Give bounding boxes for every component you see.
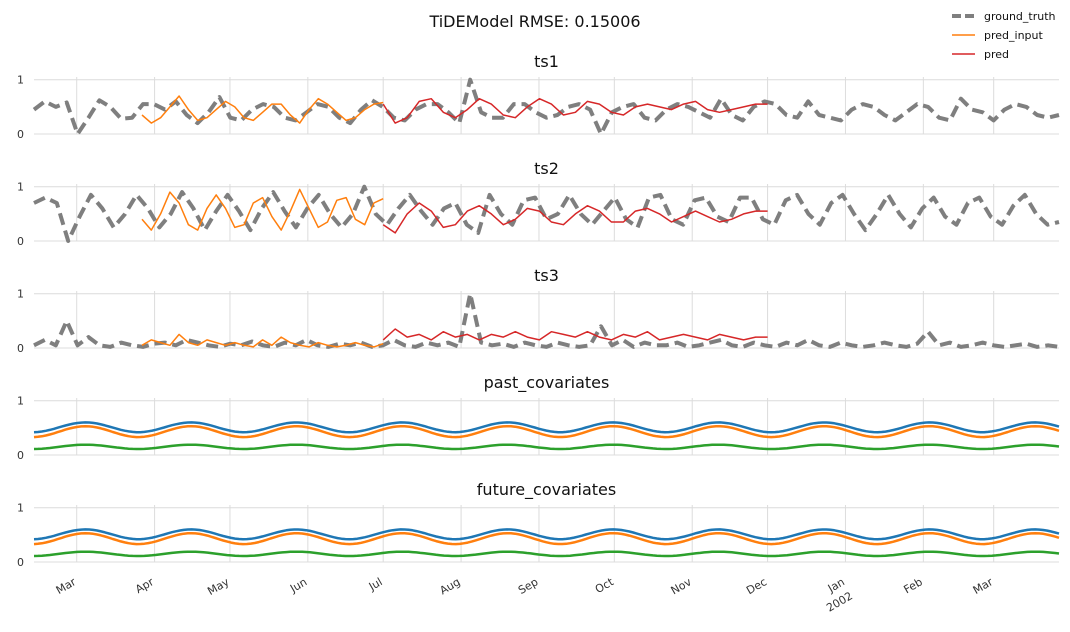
y-tick-label: 1 — [17, 502, 24, 515]
y-tick-label: 0 — [17, 342, 24, 355]
legend-entry-ground-truth: ground_truth — [952, 10, 1056, 23]
x-tick-sublabel: 2002 — [824, 589, 855, 614]
x-tick-label: Feb — [901, 575, 924, 596]
series-covariate-1 — [33, 528, 1060, 541]
subplot-ts3: 0 1 ts3 — [17, 266, 1060, 355]
y-tick-label: 0 — [17, 235, 24, 248]
series-covariate-1 — [33, 421, 1060, 434]
subplot-past-covariates: 0 1 past_covariates — [17, 373, 1060, 462]
x-tick-label: Sep — [516, 575, 540, 597]
legend-entry-pred: pred — [952, 48, 1009, 61]
x-axis: Mar Apr May Jun Jul Aug Sep Oct Nov Dec Jan2002Feb… — [54, 575, 996, 615]
series-pred-input — [141, 95, 384, 124]
x-tick-label: Apr — [133, 575, 156, 596]
series-pred — [382, 97, 768, 124]
subplot-title: ts2 — [534, 159, 559, 178]
y-tick-label: 1 — [17, 288, 24, 301]
x-tick-label: Jun — [287, 575, 309, 595]
y-tick-label: 1 — [17, 74, 24, 87]
series-pred-input — [141, 188, 384, 231]
series-covariate-2 — [33, 531, 1060, 546]
x-tick-label: Oct — [593, 575, 617, 596]
x-tick-label: Aug — [437, 575, 462, 597]
legend-label: ground_truth — [984, 10, 1056, 23]
x-tick-label: Mar — [54, 575, 79, 597]
legend-label: pred — [984, 48, 1009, 61]
series-ground-truth — [32, 77, 1060, 136]
legend-label: pred_input — [984, 29, 1043, 42]
subplots: 0 1 ts1 0 1 ts2 0 1 ts3 0 1 past_covariates 0 1 future… — [17, 52, 1060, 569]
subplot-title: ts1 — [534, 52, 559, 71]
y-tick-label: 0 — [17, 128, 24, 141]
figure-title: TiDEModel RMSE: 0.15006 — [428, 12, 640, 31]
subplot-title: ts3 — [534, 266, 559, 285]
x-tick-label: Dec — [744, 575, 769, 597]
subplot-title: future_covariates — [477, 480, 616, 500]
x-tick-label: Mar — [971, 575, 996, 597]
legend-entry-pred-input: pred_input — [952, 29, 1043, 42]
subplot-ts2: 0 1 ts2 — [17, 159, 1060, 248]
y-tick-label: 0 — [17, 556, 24, 569]
subplot-future-covariates: 0 1 future_covariates — [17, 480, 1060, 569]
series-covariate-3 — [33, 443, 1060, 451]
subplot-ts1: 0 1 ts1 — [17, 52, 1060, 141]
series-covariate-3 — [33, 550, 1060, 558]
y-tick-label: 1 — [17, 181, 24, 194]
series-ground-truth — [33, 291, 1060, 349]
subplot-title: past_covariates — [484, 373, 610, 393]
x-tick-label: Nov — [669, 575, 695, 597]
series-ground-truth — [33, 184, 1060, 243]
x-tick-label: Jul — [366, 575, 385, 593]
x-tick-label: May — [205, 575, 232, 598]
y-tick-label: 1 — [17, 395, 24, 408]
series-pred-input — [141, 333, 384, 348]
series-pred — [382, 328, 768, 341]
series-pred — [382, 202, 768, 234]
series-covariate-2 — [33, 424, 1060, 439]
y-tick-label: 0 — [17, 449, 24, 462]
